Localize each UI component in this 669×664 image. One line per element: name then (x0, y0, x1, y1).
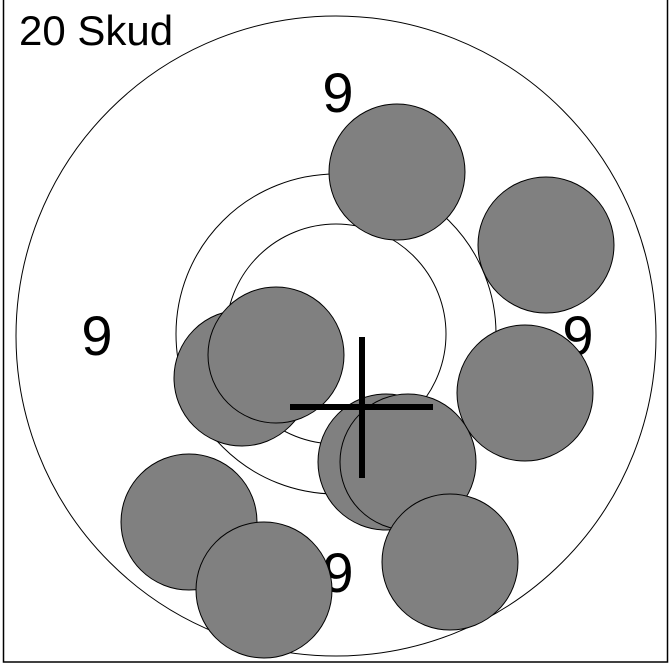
shot (381, 493, 519, 631)
shot (207, 286, 345, 424)
shot (477, 176, 615, 314)
shot-count: 20 Skud (19, 7, 173, 54)
ring-label: 9 (322, 61, 353, 124)
shots (120, 103, 615, 659)
outer-ring (15, 15, 657, 657)
center-cross (290, 337, 433, 478)
shot (328, 103, 466, 241)
shot (456, 324, 594, 462)
shot (195, 521, 333, 659)
ring-label: 9 (81, 304, 112, 367)
